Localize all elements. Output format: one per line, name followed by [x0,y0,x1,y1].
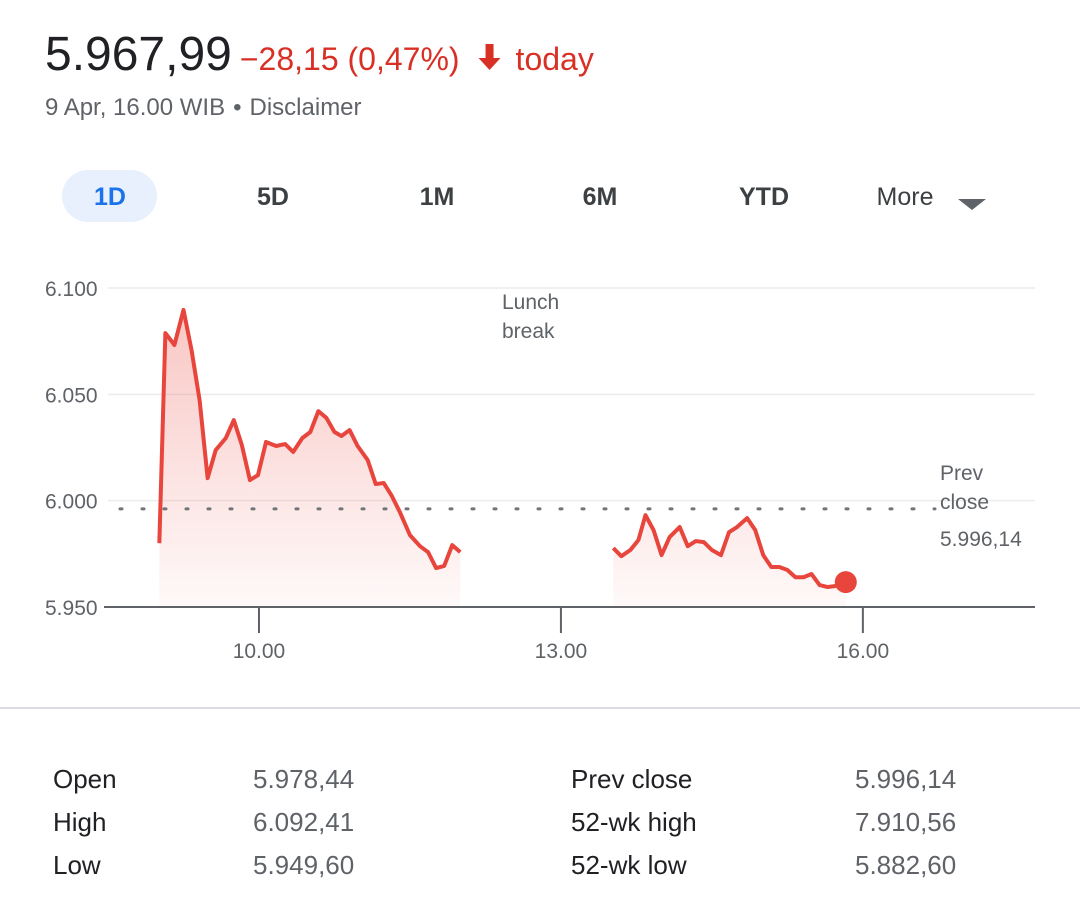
stat-value: 6.092,41 [253,807,354,837]
x-tick-label: 13.00 [535,640,588,663]
stat-label: High [53,807,106,837]
separator: • [233,94,241,121]
tab[interactable]: YTD [739,183,789,211]
stat-value: 5.949,60 [253,850,354,880]
x-tick-label: 10.00 [233,640,286,663]
stat-value: 5.996,14 [855,764,956,794]
stat-value: 5.882,60 [855,850,956,880]
stat-value: 7.910,56 [855,807,956,837]
stat-value: 5.978,44 [253,764,354,794]
stat-label: 52-wk high [571,807,697,837]
stat-label: Open [53,764,117,794]
period: today [516,41,594,77]
price: 5.967,99 [45,28,232,81]
y-tick-label: 6.100 [45,278,98,301]
x-tick-label: 16.00 [837,640,890,663]
dropdown-icon[interactable] [958,199,986,210]
tab[interactable]: More [877,183,934,211]
prev-close-label: Prev close [940,462,989,514]
tab[interactable]: 5D [257,183,289,211]
down-arrow-icon [478,44,501,70]
tab[interactable]: 6M [583,183,618,211]
annotation: Lunch break [502,291,559,343]
prev-close-value: 5.996,14 [940,528,1022,551]
stat-label: 52-wk low [571,850,687,880]
y-tick-label: 6.000 [45,491,98,514]
disclaimer-link[interactable]: Disclaimer [250,94,362,121]
selected-tab-bg [62,170,157,222]
tab[interactable]: 1D [94,183,126,211]
y-tick-label: 6.050 [45,384,98,407]
y-tick-label: 5.950 [45,597,98,620]
tab[interactable]: 1M [420,183,455,211]
stat-label: Low [53,850,101,880]
price-line [157,307,847,590]
price-change: −28,15 (0,47%) [240,41,460,77]
timestamp: 9 Apr, 16.00 WIB [45,94,225,121]
last-point [834,571,857,594]
stat-label: Prev close [571,764,692,794]
